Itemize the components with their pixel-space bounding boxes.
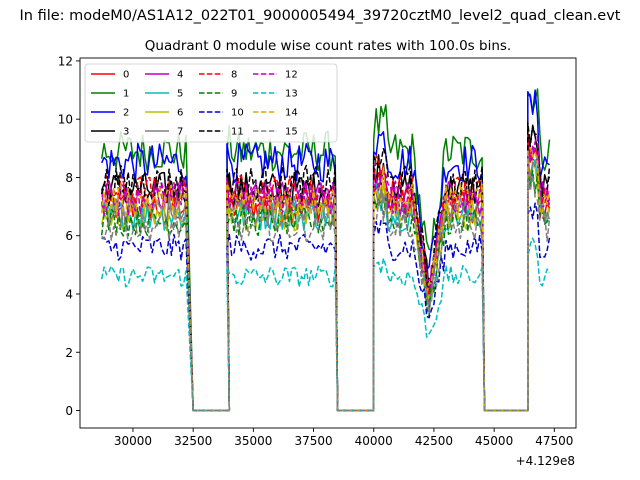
y-axis: 0 2 4 6 8 10 12 [58,54,80,418]
x-tick-label: 35000 [234,434,272,448]
series-line-12 [100,135,551,412]
y-tick-label: 8 [65,171,73,185]
y-tick-label: 4 [65,287,73,301]
series-line-9 [100,170,551,412]
y-tick-label: 10 [58,113,73,127]
legend-box [84,63,338,143]
legend-label-2: 2 [123,108,129,119]
legend-label-8: 8 [231,70,237,81]
x-tick-label: 45000 [475,434,513,448]
legend-label-14: 14 [285,108,298,119]
suptitle: In file: modeM0/AS1A12_022T01_9000005494… [20,8,621,24]
x-tick-label: 42500 [415,434,453,448]
x-tick-label: 30000 [114,434,152,448]
legend-label-7: 7 [177,127,183,138]
legend-label-12: 12 [285,70,298,81]
y-tick-label: 2 [65,346,73,360]
legend-label-15: 15 [285,127,298,138]
plot-frame [79,57,577,429]
series-line-2 [101,89,550,412]
series-line-11 [100,121,551,412]
legend-label-11: 11 [231,127,244,138]
legend-label-4: 4 [177,70,183,81]
x-tick-label: 47500 [535,434,573,448]
y-tick-label: 12 [58,54,73,68]
x-tick-label: 40000 [355,434,393,448]
legend-label-1: 1 [123,89,129,100]
legend-label-13: 13 [285,89,298,100]
series-line-15 [101,174,551,412]
y-tick-label: 6 [65,229,73,243]
legend-label-0: 0 [123,70,129,81]
legend-label-3: 3 [123,127,129,138]
legend-label-5: 5 [177,89,183,100]
chart-title: Quadrant 0 module wise count rates with … [145,38,511,54]
legend-label-9: 9 [231,89,237,100]
x-axis: 30000 32500 35000 37500 40000 42500 45000 47500 [114,428,573,448]
x-offset-label: +4.129e8 [516,454,575,468]
legend-label-6: 6 [177,108,183,119]
series-line-14 [100,146,551,412]
y-tick-label: 0 [65,404,73,418]
legend-label-10: 10 [231,108,244,119]
x-tick-label: 37500 [294,434,332,448]
x-tick-label: 32500 [174,434,212,448]
